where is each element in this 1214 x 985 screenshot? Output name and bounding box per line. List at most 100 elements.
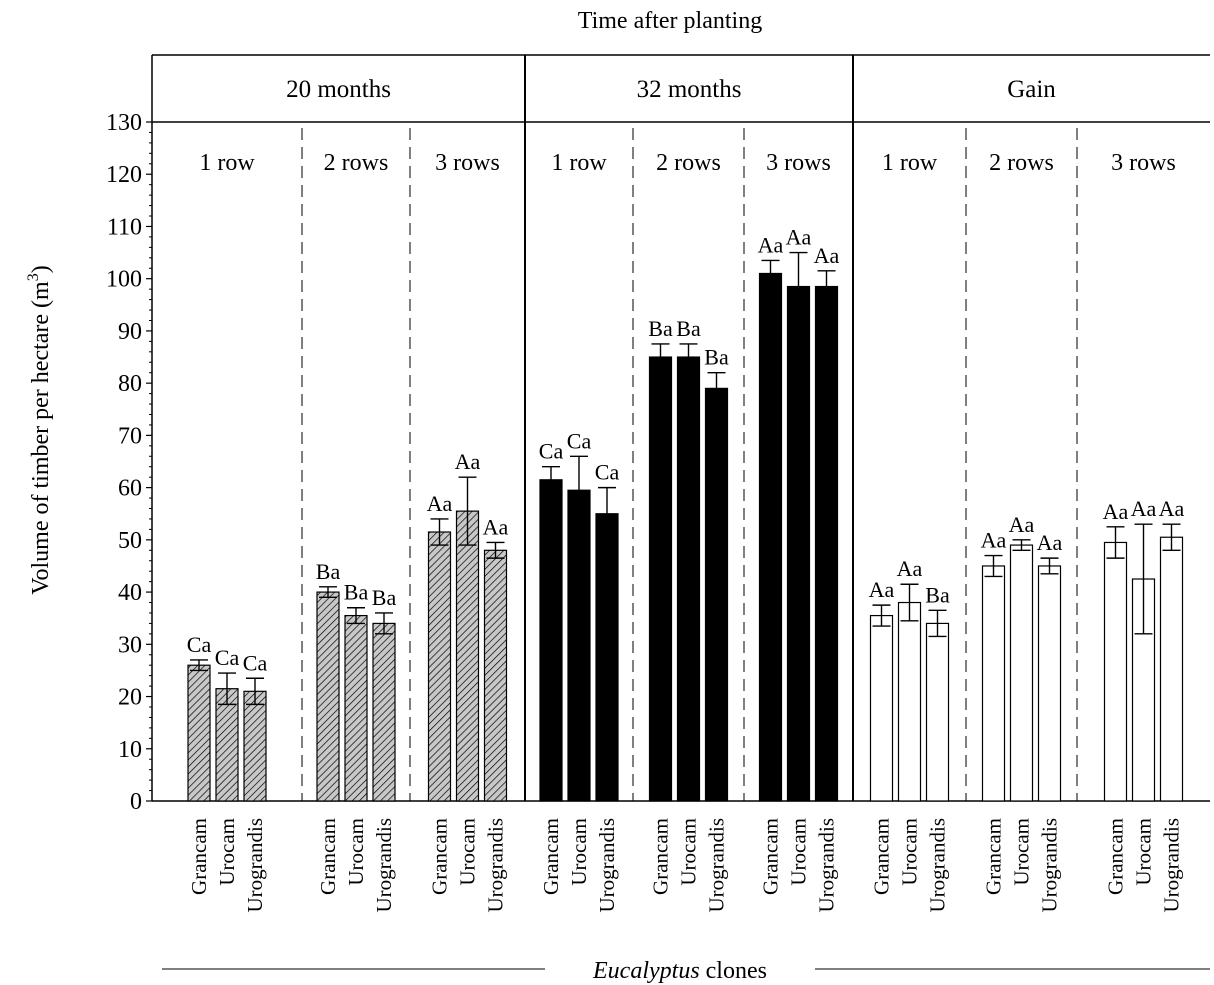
x-tick-label: Urograndis [595,818,619,912]
significance-label: Ca [539,439,564,464]
subgroup-label: 2 rows [324,150,389,176]
y-tick-label: 0 [130,789,142,815]
y-tick-label: 60 [118,476,142,502]
bar [1009,544,1034,802]
significance-label: Aa [1009,512,1035,537]
subgroup-label: 2 rows [656,150,721,176]
subgroup-label: 3 rows [1111,150,1176,176]
x-tick-label: Urograndis [705,818,729,912]
x-tick-label: Urograndis [926,818,950,912]
x-tick-label: Grancam [870,818,894,895]
bar [648,356,673,802]
group-header-label: 32 months [637,76,742,103]
y-tick-label: 40 [118,580,142,606]
bar [427,531,452,802]
x-tick-label: Urograndis [372,818,396,912]
x-tick-label: Grancam [187,818,211,895]
x-tick-label: Urocam [1010,818,1034,886]
significance-label: Ca [567,428,592,453]
x-axis-title-italic: Eucalyptus [592,958,700,984]
y-tick-label: 110 [107,214,142,240]
x-axis-title: Eucalyptus clones [592,958,767,984]
significance-label: Ba [925,582,950,607]
plot-area: 0 10 20 30 40 50 60 70 80 90 100 110 120 130 20 months… [106,54,1210,912]
y-axis-title-main: Volume of timber per hectare (m [28,281,54,595]
significance-label: Aa [427,491,453,516]
bar [455,510,480,802]
bar [316,591,340,802]
x-tick-label: Urocam [1132,818,1156,886]
significance-label: Ba [648,316,673,341]
significance-label: Aa [1103,499,1129,524]
bar [925,622,950,802]
y-tick-label: 70 [118,423,142,449]
bar [567,489,591,802]
significance-label: Ba [344,580,369,605]
bar [1103,541,1128,802]
y-axis-title: Volume of timber per hectare (m3) [25,265,54,594]
significance-label: Aa [786,225,812,250]
bar [1037,565,1062,802]
bar [676,356,701,802]
x-tick-label: Grancam [759,818,783,895]
bar [595,513,619,802]
subgroup-label: 1 row [882,150,938,176]
group-header-label: 20 months [286,76,391,103]
significance-label: Ba [704,345,729,370]
subgroup-label: 1 row [199,150,255,176]
y-tick-label: 120 [106,162,142,188]
y-axis-title-close: ) [28,265,54,273]
subgroup-label: 3 rows [766,150,831,176]
significance-label: Ba [372,585,397,610]
x-tick-label: Grancam [539,818,563,895]
x-tick-label: Urocam [567,818,591,886]
x-tick-label: Urograndis [243,818,267,912]
significance-label: Aa [1131,496,1157,521]
bar [483,549,508,802]
y-tick-label: 100 [106,267,142,293]
significance-label: Ca [215,645,240,670]
significance-label: Aa [758,232,784,257]
subgroup-label: 2 rows [989,150,1054,176]
x-tick-label: Urograndis [1160,818,1184,912]
significance-label: Ca [243,650,268,675]
significance-label: Aa [1037,530,1063,555]
group-header-label: Gain [1007,76,1056,103]
x-tick-label: Urocam [456,818,480,886]
significance-label: Ca [595,460,620,485]
y-tick-label: 10 [118,737,142,763]
x-tick-label: Urograndis [484,818,508,912]
significance-label: Ba [316,559,341,584]
subgroup-label: 3 rows [435,150,500,176]
x-tick-label: Urocam [787,818,811,886]
x-tick-label: Urograndis [815,818,839,912]
bar [869,614,894,802]
significance-label: Aa [897,556,923,581]
bar [814,285,839,802]
significance-label: Ba [676,316,701,341]
x-axis-title-rest: clones [700,958,767,984]
significance-label: Aa [869,577,895,602]
bar [372,622,396,802]
x-tick-label: Urograndis [1038,818,1062,912]
bar [897,601,922,802]
bar [344,614,368,802]
significance-label: Aa [814,243,840,268]
y-axis-title-sup: 3 [25,273,42,281]
bar [981,565,1006,802]
y-tick-label: 20 [118,685,142,711]
bar [786,285,811,802]
x-axis-title-group: Eucalyptus clones [162,958,1210,984]
bar [758,272,783,802]
x-tick-label: Grancam [649,818,673,895]
bar [1159,536,1184,802]
y-tick-label: 30 [118,632,142,658]
significance-label: Ca [187,632,212,657]
y-tick-label: 80 [118,371,142,397]
subgroup-label: 1 row [551,150,607,176]
x-tick-label: Urocam [344,818,368,886]
x-tick-label: Urocam [215,818,239,886]
significance-label: Aa [455,449,481,474]
bar [704,387,729,802]
chart-title: Time after planting [578,8,762,34]
